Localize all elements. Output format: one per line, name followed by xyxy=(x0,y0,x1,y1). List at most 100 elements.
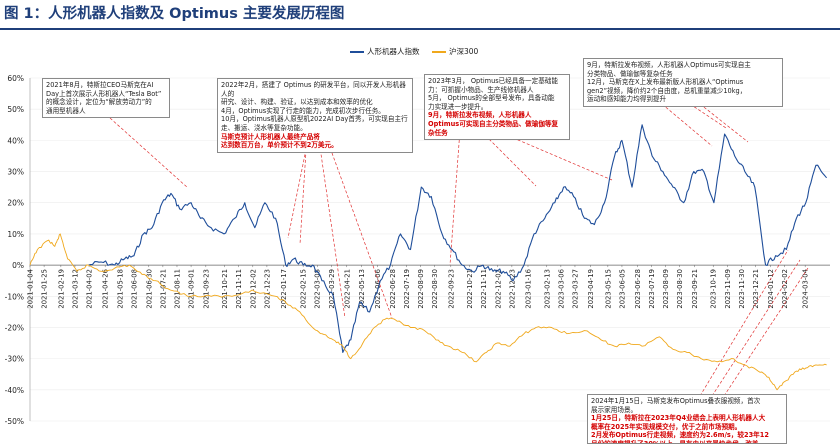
page-title: 图 1：人形机器人指数及 Optimus 主要发展历程图 xyxy=(4,6,345,22)
y-tick-label: 20% xyxy=(7,199,24,208)
x-tick-label: 2023-01-16 xyxy=(525,269,533,309)
x-tick-label: 2023-11-30 xyxy=(738,269,746,309)
x-tick-label: 2023-09-21 xyxy=(691,269,699,309)
chart-series xyxy=(29,124,828,391)
legend-robot-swatch xyxy=(350,51,364,53)
y-tick-label: 0% xyxy=(12,261,24,270)
x-tick-label: 2022-10-21 xyxy=(466,269,474,309)
x-tick-label: 2022-08-30 xyxy=(431,269,439,309)
annotation-line: 运动和感知能力均得到提升 xyxy=(587,95,667,104)
annotation-2023-h1: 2023年3月， Optimus已经具备一定基础能 力：可抓握小物品、生产线修机器… xyxy=(424,74,570,141)
annotation-leader-line xyxy=(689,103,727,129)
x-tick-label: 2023-12-21 xyxy=(752,269,760,309)
x-tick-label: 2022-09-23 xyxy=(447,269,455,309)
x-tick-label: 2021-10-21 xyxy=(221,269,229,309)
legend-hs300-label: 沪深300 xyxy=(449,47,479,56)
x-tick-label: 2023-07-19 xyxy=(648,269,656,309)
annotation-highlight-line: 9月，特斯拉发布视频，人形机器人 xyxy=(428,111,532,120)
annotation-line: 研究、设计、构建、验证，以达到成本和效率的优化 xyxy=(221,98,373,107)
annotation-highlight-line: 2月发布Optimus行走视频，速度约为2.6m/s，较23年12 xyxy=(591,431,769,440)
annotation-2021-ai-day: 2021年8月，特斯拉CEO马斯克在AI Day上首次展示人形机器人“Tesla … xyxy=(42,78,170,119)
annotation-highlight-line: 马斯克预计人形机器人最终产品将 xyxy=(221,132,320,141)
annotation-leader-line xyxy=(481,131,537,187)
annotation-line: 4月，Optimus实现了行走的能力，完成初次步行任务。 xyxy=(221,106,385,115)
annotation-leader-line xyxy=(723,267,809,397)
annotation-line: 10月，Optimus机器人原型机2022AI Day首秀，可实现自主行 xyxy=(221,115,408,124)
annotation-line: 展示家用场景。 xyxy=(591,405,638,414)
legend-hs300: 沪深300 xyxy=(432,46,478,57)
annotation-line: 2024年1月15日，马斯克发布Optimus叠衣服视频，首次 xyxy=(591,397,761,405)
annotation-line: 的概念设计，定位为“解放劳动力”的 xyxy=(46,98,152,107)
annotation-leaders xyxy=(109,103,809,397)
annotation-highlight-line: 1月25日，特斯拉在2023年Q4业绩会上表明人形机器人大 xyxy=(591,414,766,423)
x-tick-label: 2021-04-02 xyxy=(86,269,94,309)
series-robot-index-line xyxy=(88,124,828,353)
y-tick-label: -20% xyxy=(5,323,24,332)
x-tick-label: 2023-06-28 xyxy=(634,269,642,309)
annotation-line: gen2”视频，降价约2个自由度，总机重量减少10kg， xyxy=(587,86,747,95)
x-tick-label: 2023-05-15 xyxy=(604,269,612,309)
x-tick-label: 2023-03-27 xyxy=(572,269,580,309)
x-tick-label: 2021-08-11 xyxy=(174,269,182,309)
x-tick-label: 2021-01-04 xyxy=(27,269,35,309)
x-tick-label: 2022-06-28 xyxy=(389,269,397,309)
annotation-leader-line xyxy=(319,119,393,319)
annotation-line: 通用型机器人 xyxy=(46,106,86,115)
x-tick-label: 2021-04-26 xyxy=(102,269,110,309)
y-tick-label: 30% xyxy=(7,168,24,177)
x-tick-label: 2022-02-15 xyxy=(300,269,308,309)
x-tick-label: 2022-04-21 xyxy=(343,269,351,309)
y-tick-label: 10% xyxy=(7,230,24,239)
annotation-highlight-line: 月份的速度提升了30%以上，是有史以来最快步伐，改善 xyxy=(591,439,759,444)
x-tick-label: 2023-08-30 xyxy=(676,269,684,309)
annotation-line: 12月，马斯克在X上发布最新版人形机器人“Optimus xyxy=(587,78,744,87)
x-tick-label: 2021-06-30 xyxy=(145,269,153,309)
y-tick-label: -40% xyxy=(5,386,24,395)
x-tick-label: 2024-01-12 xyxy=(767,269,775,309)
annotation-line: 5月， Optimus的全部型号发布，具备动能 xyxy=(428,94,555,103)
series-hs300-line xyxy=(29,233,827,391)
y-tick-label: 40% xyxy=(7,136,24,145)
annotation-line: 2022年2月，搭建了 Optimus 的研发平台，同以开发人形机器人的 xyxy=(221,81,406,98)
annotation-line: 2023年3月， Optimus已经具备一定基础能 xyxy=(428,77,559,85)
annotation-2022: 2022年2月，搭建了 Optimus 的研发平台，同以开发人形机器人的 研究、设… xyxy=(217,78,413,153)
x-tick-label: 2022-05-13 xyxy=(358,269,366,309)
title-divider xyxy=(0,28,840,30)
x-tick-label: 2022-08-09 xyxy=(417,269,425,309)
x-tick-label: 2023-11-09 xyxy=(724,269,732,309)
annotation-line: Day上首次展示人形机器人“Tesla Bot” xyxy=(46,89,162,98)
x-tick-label: 2023-04-19 xyxy=(587,269,595,309)
legend-hs300-swatch xyxy=(432,51,446,53)
annotation-line: 力实现进一步提升。 xyxy=(428,102,488,111)
annotation-leader-line xyxy=(699,103,749,143)
annotation-line: 2021年8月，特斯拉CEO马斯克在AI xyxy=(46,81,154,89)
x-tick-label: 2021-01-25 xyxy=(41,269,49,309)
x-tick-label: 2021-11-11 xyxy=(235,269,243,309)
x-tick-label: 2022-01-17 xyxy=(280,269,288,309)
x-tick-label: 2021-07-21 xyxy=(159,269,167,309)
x-tick-label: 2022-11-11 xyxy=(480,269,488,309)
x-tick-label: 2023-08-09 xyxy=(662,269,670,309)
x-tick-label: 2023-06-05 xyxy=(618,269,626,309)
annotation-line: 9月，特斯拉发布视频，人形机器人Optimus可实现自主 xyxy=(587,61,751,69)
y-tick-label: 60% xyxy=(7,74,24,83)
x-tick-label: 2021-03-12 xyxy=(72,269,80,309)
annotation-leader-line xyxy=(661,103,713,147)
x-tick-label: 2022-12-23 xyxy=(508,269,516,309)
annotation-highlight-line: 杂任务 xyxy=(428,128,448,137)
annotation-leader-line xyxy=(711,259,801,397)
annotation-line: 分类物品、做瑜伽等复杂任务 xyxy=(587,69,673,78)
x-tick-label: 2024-03-04 xyxy=(802,269,810,309)
annotation-line: 走、搬运、浇水等复杂功能。 xyxy=(221,123,307,132)
annotation-2023-h2: 9月，特斯拉发布视频，人形机器人Optimus可实现自主 分类物品、做瑜伽等复杂任… xyxy=(583,58,783,107)
x-tick-label: 2024-02-02 xyxy=(781,269,789,309)
x-tick-label: 2022-07-19 xyxy=(403,269,411,309)
legend-robot-label: 人形机器人指数 xyxy=(367,47,420,56)
x-tick-label: 2023-03-06 xyxy=(557,269,565,309)
y-tick-label: -50% xyxy=(5,417,24,426)
y-tick-label: -10% xyxy=(5,292,24,301)
x-tick-label: 2023-10-19 xyxy=(710,269,718,309)
x-axis-ticks: 2021-01-04 2021-01-25 2021-02-19 2021-03-12… xyxy=(27,265,810,309)
y-tick-label: 50% xyxy=(7,105,24,114)
